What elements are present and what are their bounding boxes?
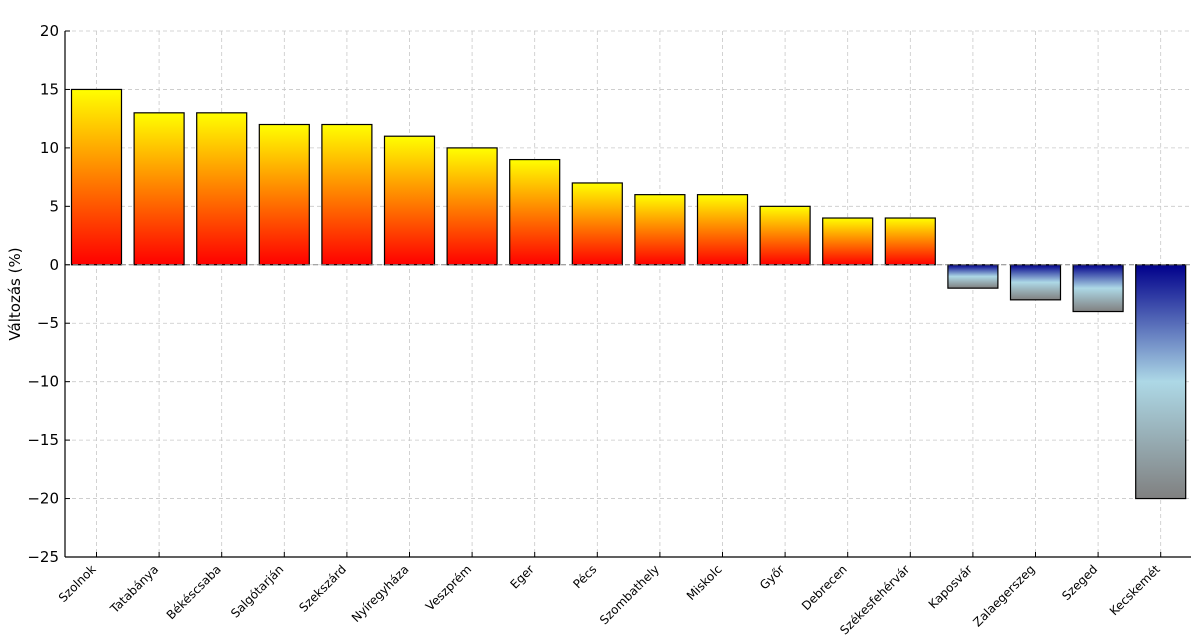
y-tick-labels: 20 15 10 5 0 −5 −10 −15 −20 −25 — [27, 22, 70, 566]
axes — [64, 31, 1191, 558]
bar-Székesfehérvár — [884, 217, 936, 266]
x-tick-label: Székesfehérvár — [837, 562, 912, 637]
bar-Nyíregyháza — [383, 135, 436, 266]
bar-Kecskemét — [1135, 264, 1187, 500]
bar-Győr — [759, 205, 811, 266]
y-tick-label: −20 — [27, 490, 59, 508]
y-tick-label: −25 — [27, 548, 59, 566]
x-tick-label: Békéscsaba — [164, 562, 224, 622]
bar-Zalaegerszeg — [1009, 264, 1062, 301]
x-tick-label: Szeged — [1059, 562, 1100, 603]
y-tick-label: 0 — [49, 256, 59, 274]
bar-Szekszárd — [321, 123, 373, 266]
y-tick-label: 10 — [40, 139, 59, 157]
bar-Kaposvár — [947, 264, 999, 289]
bars — [70, 88, 1187, 500]
bar-Salgótarján — [258, 123, 310, 266]
x-tick-label: Kecskemét — [1107, 562, 1163, 618]
x-tick-label: Tatabánya — [107, 562, 161, 616]
x-tick-labels: Szolnok Tatabánya Békéscsaba Salgótarján Sze… — [56, 552, 1163, 637]
y-tick-label: 20 — [40, 22, 59, 40]
x-tick-label: Nyíregyháza — [349, 562, 412, 625]
bar-Békéscsaba — [196, 112, 248, 266]
bar-Szombathely — [634, 194, 686, 266]
bar-Szolnok — [70, 88, 123, 266]
bar-Tatabánya — [133, 112, 185, 266]
x-tick-label: Debrecen — [799, 562, 850, 613]
x-tick-label: Szombathely — [597, 562, 662, 627]
y-tick-label: −5 — [37, 314, 59, 332]
y-tick-label: −10 — [27, 373, 59, 391]
bar-Eger — [509, 158, 561, 266]
y-axis-label: Változás (%) — [6, 247, 24, 340]
y-tick-label: −15 — [27, 431, 59, 449]
x-tick-label: Szekszárd — [296, 562, 349, 615]
x-tick-label: Eger — [507, 562, 536, 591]
x-tick-label: Kaposvár — [926, 562, 975, 611]
x-tick-label: Szolnok — [56, 562, 99, 605]
bar-Debrecen — [822, 217, 874, 266]
x-tick-label: Zalaegerszeg — [970, 562, 1037, 629]
bar-Veszprém — [446, 147, 498, 266]
x-tick-label: Pécs — [570, 562, 599, 591]
bar-Szeged — [1072, 264, 1124, 313]
x-tick-label: Miskolc — [684, 562, 725, 603]
grid — [65, 30, 1191, 558]
x-tick-label: Győr — [757, 562, 787, 592]
y-tick-label: 5 — [49, 197, 59, 215]
bar-Miskolc — [696, 194, 749, 266]
y-tick-label: 15 — [40, 80, 59, 98]
x-tick-label: Veszprém — [423, 562, 474, 613]
x-tick-label: Salgótarján — [228, 562, 286, 620]
bar-Pécs — [571, 182, 623, 266]
